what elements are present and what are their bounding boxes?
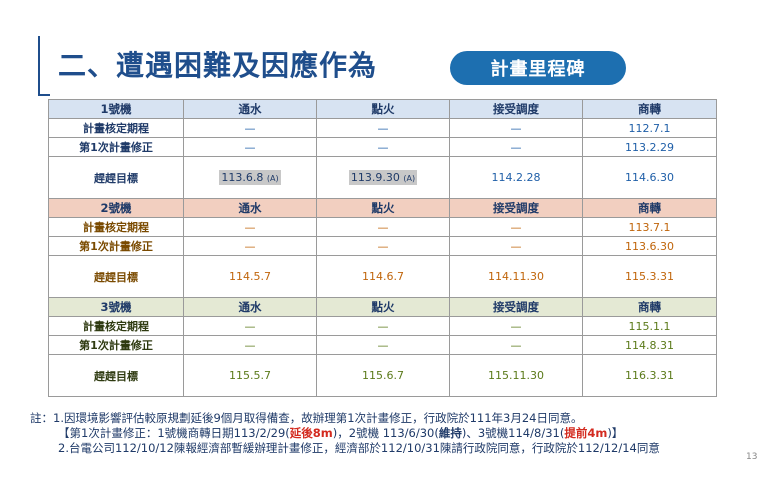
cell-value: 114.6.30: [582, 156, 717, 199]
milestone-table: 1號機 通水 點火 接受調度 商轉 計畫核定期程 — — —112.7.1 第1次計畫修正 — — —1…: [48, 99, 717, 397]
cell-value: —: [316, 236, 450, 256]
table-row: 第1次計畫修正 — — —114.8.31: [48, 335, 717, 355]
cell-value: —: [316, 335, 450, 355]
cell-value: 114.8.31: [582, 335, 717, 355]
cell-value: —: [449, 217, 583, 237]
row-label: 第1次計畫修正: [48, 137, 184, 157]
table-row: 第1次計畫修正 — — —113.6.30: [48, 236, 717, 256]
cell-value: 114.5.7: [183, 255, 317, 298]
column-header: 通水: [183, 99, 317, 119]
cell-value: 114.6.7: [316, 255, 450, 298]
row-label: 第1次計畫修正: [48, 236, 184, 256]
column-header: 接受調度: [449, 198, 583, 218]
column-header: 通水: [183, 297, 317, 317]
cell-value: 112.7.1: [582, 118, 717, 138]
value-tag: (A): [403, 174, 416, 183]
note-delay: 延後8m: [289, 426, 333, 440]
cell-value: —: [183, 236, 317, 256]
unit-name: 3號機: [48, 297, 184, 317]
title-accent-vertical: [38, 36, 40, 96]
cell-value: —: [316, 137, 450, 157]
cell-value: 116.3.31: [582, 354, 717, 397]
column-header: 商轉: [582, 198, 717, 218]
page-title: 二、遭遇困難及因應作為: [58, 49, 378, 82]
unit-header-row: 2號機 通水 點火 接受調度 商轉: [48, 198, 717, 218]
table-row: 計畫核定期程 — — —115.1.1: [48, 316, 717, 336]
cell-value: —: [183, 316, 317, 336]
cell-value: —: [449, 137, 583, 157]
note-advance: 提前4m: [564, 426, 608, 440]
note-line-3: 2.台電公司112/10/12陳報經濟部暫緩辦理計畫修正，經濟部於112/10/…: [58, 441, 660, 455]
cell-value: —: [316, 118, 450, 138]
cell-value: —: [316, 316, 450, 336]
row-label: 計畫核定期程: [48, 217, 184, 237]
cell-value: —: [183, 118, 317, 138]
table-row: 計畫核定期程 — — —112.7.1: [48, 118, 717, 138]
row-label: 趕趕目標: [48, 354, 184, 397]
highlighted-value: 113.9.30 (A): [348, 170, 418, 185]
cell-value: 113.6.30: [582, 236, 717, 256]
unit-header-row: 1號機 通水 點火 接受調度 商轉: [48, 99, 717, 119]
cell-value: —: [183, 137, 317, 157]
cell-value: 113.9.30 (A): [316, 156, 450, 199]
table-row: 趕趕目標 114.5.7 114.6.7 114.11.30 115.3.31: [48, 255, 717, 298]
unit-name: 2號機: [48, 198, 184, 218]
cell-value: 115.11.30: [449, 354, 583, 397]
cell-value: 114.11.30: [449, 255, 583, 298]
table-row: 趕趕目標 115.5.7 115.6.7 115.11.30 116.3.31: [48, 354, 717, 397]
note-line-1: 註：1.因環境影響評估較原規劃延後9個月取得備查，故辦理第1次計畫修正，行政院於…: [30, 411, 583, 425]
cell-value: —: [449, 118, 583, 138]
page-number: 13: [746, 452, 758, 462]
cell-value: 113.2.29: [582, 137, 717, 157]
notes: 註：1.因環境影響評估較原規劃延後9個月取得備查，故辦理第1次計畫修正，行政院於…: [30, 411, 660, 456]
table-row: 趕趕目標 113.6.8 (A) 113.9.30 (A) 114.2.28 114.6…: [48, 156, 717, 199]
column-header: 商轉: [582, 99, 717, 119]
unit-name: 1號機: [48, 99, 184, 119]
column-header: 點火: [316, 297, 450, 317]
unit-header-row: 3號機 通水 點火 接受調度 商轉: [48, 297, 717, 317]
cell-value: 113.7.1: [582, 217, 717, 237]
row-label: 趕趕目標: [48, 255, 184, 298]
cell-value: 115.3.31: [582, 255, 717, 298]
cell-value: 115.5.7: [183, 354, 317, 397]
cell-value: —: [183, 217, 317, 237]
row-label: 計畫核定期程: [48, 118, 184, 138]
milestone-badge: 計畫里程碑: [450, 51, 626, 85]
table-row: 第1次計畫修正 — — —113.2.29: [48, 137, 717, 157]
cell-value: 113.6.8 (A): [183, 156, 317, 199]
column-header: 接受調度: [449, 297, 583, 317]
row-label: 第1次計畫修正: [48, 335, 184, 355]
column-header: 商轉: [582, 297, 717, 317]
column-header: 接受調度: [449, 99, 583, 119]
cell-value: —: [183, 335, 317, 355]
title-accent-horizontal: [38, 94, 50, 96]
cell-value: 115.1.1: [582, 316, 717, 336]
column-header: 點火: [316, 198, 450, 218]
cell-value: 114.2.28: [449, 156, 583, 199]
note-maintain: 維持: [438, 426, 462, 440]
cell-value: —: [449, 236, 583, 256]
note-line-2: 【第1次計畫修正：1號機商轉日期113/2/29(延後8m)，2號機 113/6…: [58, 426, 624, 440]
column-header: 通水: [183, 198, 317, 218]
column-header: 點火: [316, 99, 450, 119]
cell-value: —: [316, 217, 450, 237]
highlighted-value: 113.6.8 (A): [219, 170, 281, 185]
table-row: 計畫核定期程 — — —113.7.1: [48, 217, 717, 237]
cell-value: 115.6.7: [316, 354, 450, 397]
cell-value: —: [449, 316, 583, 336]
row-label: 計畫核定期程: [48, 316, 184, 336]
row-label: 趕趕目標: [48, 156, 184, 199]
cell-value: —: [449, 335, 583, 355]
value-tag: (A): [266, 174, 279, 183]
